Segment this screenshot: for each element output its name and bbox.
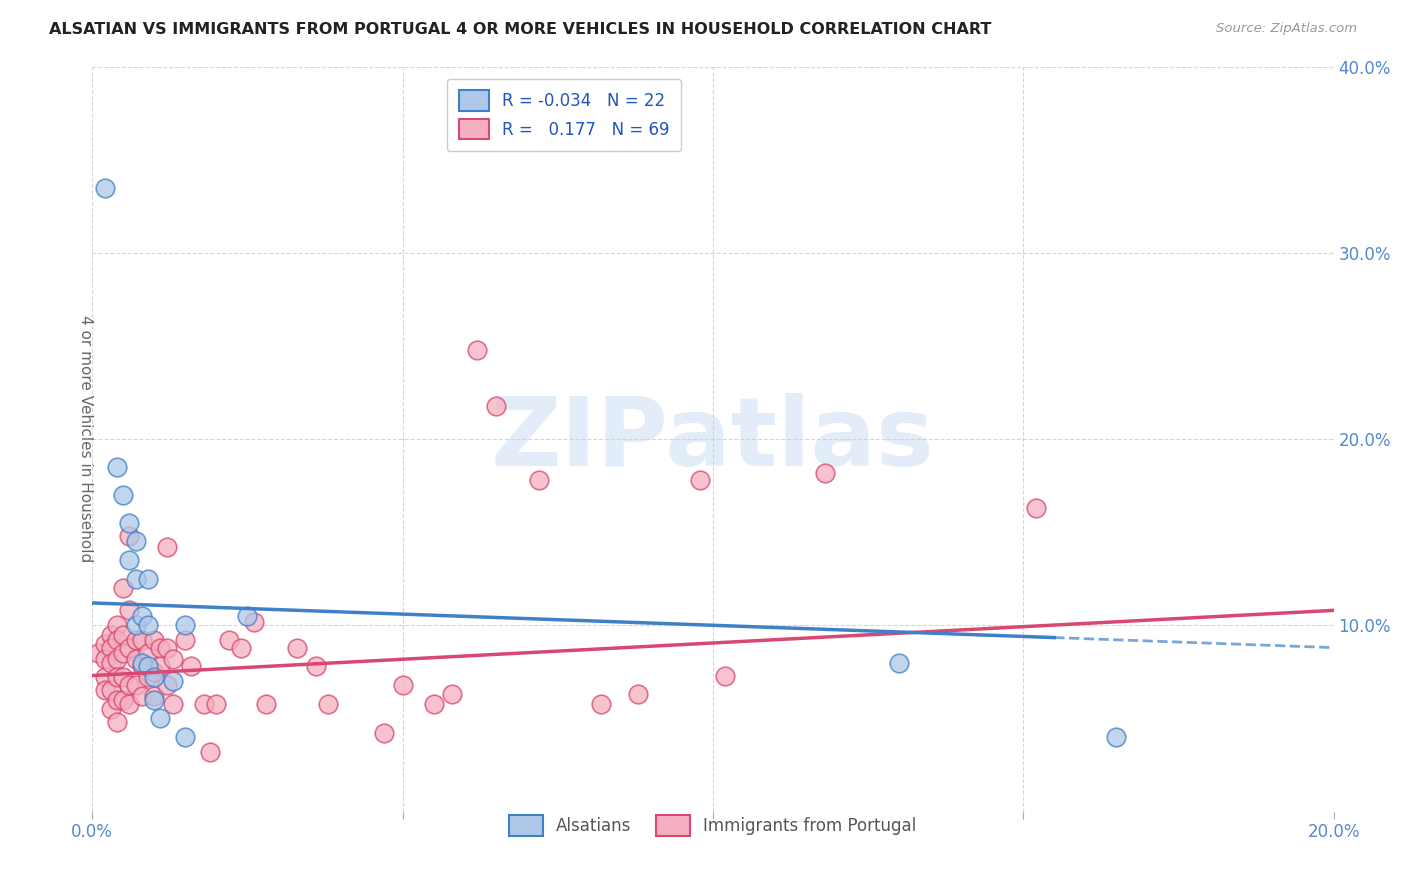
Point xyxy=(156,640,179,655)
Point xyxy=(118,529,141,543)
Point xyxy=(105,693,128,707)
Point xyxy=(205,697,228,711)
Point xyxy=(136,572,159,586)
Point xyxy=(143,670,166,684)
Point xyxy=(149,640,172,655)
Point xyxy=(149,711,172,725)
Point xyxy=(105,618,128,632)
Point xyxy=(162,697,184,711)
Point xyxy=(105,460,128,475)
Point xyxy=(118,553,141,567)
Text: ALSATIAN VS IMMIGRANTS FROM PORTUGAL 4 OR MORE VEHICLES IN HOUSEHOLD CORRELATION: ALSATIAN VS IMMIGRANTS FROM PORTUGAL 4 O… xyxy=(49,22,991,37)
Text: Source: ZipAtlas.com: Source: ZipAtlas.com xyxy=(1216,22,1357,36)
Point xyxy=(112,627,135,641)
Point xyxy=(285,640,308,655)
Point xyxy=(136,670,159,684)
Point xyxy=(105,652,128,666)
Point xyxy=(112,693,135,707)
Point xyxy=(136,618,159,632)
Point xyxy=(156,540,179,554)
Point xyxy=(143,665,166,679)
Point xyxy=(112,646,135,660)
Point xyxy=(124,652,146,666)
Point xyxy=(465,343,488,357)
Point xyxy=(124,572,146,586)
Point xyxy=(105,633,128,648)
Point xyxy=(1025,500,1047,515)
Point xyxy=(131,659,153,673)
Point xyxy=(131,609,153,624)
Point xyxy=(93,652,115,666)
Point xyxy=(149,659,172,673)
Point xyxy=(236,609,259,624)
Y-axis label: 4 or more Vehicles in Household: 4 or more Vehicles in Household xyxy=(79,316,93,563)
Point xyxy=(112,670,135,684)
Point xyxy=(143,689,166,703)
Point xyxy=(485,399,508,413)
Point xyxy=(174,633,197,648)
Point xyxy=(422,697,444,711)
Point xyxy=(118,678,141,692)
Point xyxy=(131,689,153,703)
Point xyxy=(105,715,128,730)
Point xyxy=(689,473,711,487)
Point xyxy=(131,633,153,648)
Point xyxy=(118,516,141,530)
Point xyxy=(100,683,122,698)
Point xyxy=(93,180,115,194)
Point xyxy=(441,687,464,701)
Point xyxy=(218,633,240,648)
Point xyxy=(124,618,146,632)
Point xyxy=(136,646,159,660)
Point xyxy=(93,637,115,651)
Point xyxy=(527,473,550,487)
Point xyxy=(162,652,184,666)
Point xyxy=(887,656,910,670)
Point xyxy=(180,659,202,673)
Point xyxy=(242,615,264,629)
Point xyxy=(87,646,110,660)
Point xyxy=(174,618,197,632)
Point xyxy=(93,683,115,698)
Legend: Alsatians, Immigrants from Portugal: Alsatians, Immigrants from Portugal xyxy=(501,807,925,844)
Point xyxy=(118,603,141,617)
Point xyxy=(198,745,221,759)
Point xyxy=(105,670,128,684)
Point xyxy=(136,659,159,673)
Point xyxy=(591,697,613,711)
Point xyxy=(112,488,135,502)
Point xyxy=(304,659,326,673)
Point xyxy=(118,640,141,655)
Point xyxy=(124,633,146,648)
Text: ZIPatlas: ZIPatlas xyxy=(491,392,935,485)
Point xyxy=(131,656,153,670)
Point xyxy=(124,678,146,692)
Point xyxy=(112,581,135,595)
Point xyxy=(156,678,179,692)
Point xyxy=(1105,730,1128,744)
Point xyxy=(193,697,215,711)
Point xyxy=(714,668,737,682)
Point xyxy=(316,697,339,711)
Point xyxy=(391,678,413,692)
Point xyxy=(124,534,146,549)
Point xyxy=(627,687,650,701)
Point xyxy=(143,693,166,707)
Point xyxy=(174,730,197,744)
Point xyxy=(100,702,122,716)
Point xyxy=(100,656,122,670)
Point xyxy=(231,640,253,655)
Point xyxy=(93,670,115,684)
Point xyxy=(100,627,122,641)
Point xyxy=(162,674,184,689)
Point xyxy=(254,697,277,711)
Point xyxy=(100,640,122,655)
Point xyxy=(118,697,141,711)
Point xyxy=(143,633,166,648)
Point xyxy=(373,726,395,740)
Point xyxy=(814,466,837,480)
